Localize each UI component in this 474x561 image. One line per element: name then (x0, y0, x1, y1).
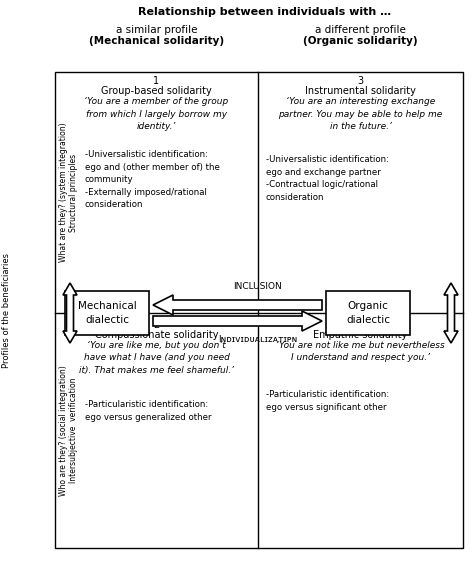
Bar (65, 291, 149, 335)
Text: ‘You are like me, but you don’t
have what I have (and you need
it). That makes m: ‘You are like me, but you don’t have wha… (79, 341, 234, 375)
Text: a different profile: a different profile (315, 25, 406, 35)
Text: (Organic solidarity): (Organic solidarity) (303, 36, 418, 46)
Text: Empathic solidarity: Empathic solidarity (313, 330, 408, 340)
Text: Relationship between individuals with …: Relationship between individuals with … (138, 7, 392, 17)
Bar (55, 72, 463, 548)
Text: ‘You are not like me but nevertheless
I understand and respect you.’: ‘You are not like me but nevertheless I … (276, 341, 445, 362)
Text: 4: 4 (357, 320, 364, 330)
Polygon shape (63, 283, 77, 343)
Text: 1: 1 (154, 76, 160, 86)
Text: a similar profile: a similar profile (116, 25, 197, 35)
Text: -Particularistic identification:
ego versus significant other: -Particularistic identification: ego ver… (266, 390, 389, 412)
Polygon shape (153, 295, 322, 315)
Text: INCLUSION: INCLUSION (234, 282, 283, 291)
Text: What are they? (system integration): What are they? (system integration) (60, 123, 69, 263)
Text: 2: 2 (154, 320, 160, 330)
Text: Compassionate solidarity: Compassionate solidarity (95, 330, 218, 340)
Text: Profiles of the beneficiaries: Profiles of the beneficiaries (2, 252, 11, 367)
Polygon shape (153, 311, 322, 331)
Text: -Particularistic identification:
ego versus generalized other: -Particularistic identification: ego ver… (85, 400, 211, 421)
Text: (Mechanical solidarity): (Mechanical solidarity) (89, 36, 224, 46)
Text: ‘You are an interesting exchange
partner. You may be able to help me
in the futu: ‘You are an interesting exchange partner… (278, 97, 443, 131)
Text: -Universalistic identification:
ego and (other member of) the
community
-Externa: -Universalistic identification: ego and … (85, 150, 220, 209)
Text: -Universalistic identification:
ego and exchange partner
-Contractual logic/rati: -Universalistic identification: ego and … (266, 155, 389, 201)
Text: Who are they? (social integration): Who are they? (social integration) (60, 365, 69, 496)
Text: Structural principles: Structural principles (70, 154, 79, 232)
Text: Mechanical
dialectic: Mechanical dialectic (78, 301, 137, 325)
Text: Intersubjective  verification: Intersubjective verification (70, 378, 79, 483)
Bar (326, 291, 410, 335)
Text: Instrumental solidarity: Instrumental solidarity (305, 86, 416, 96)
Text: 3: 3 (357, 76, 364, 86)
Text: Iɴᴅɪᴠɪᴅᴜᴀʟɪᴢᴀᴛɪᴘɴ: Iɴᴅɪᴠɪᴅᴜᴀʟɪᴢᴀᴛɪᴘɴ (219, 335, 298, 344)
Text: Organic
dialectic: Organic dialectic (346, 301, 390, 325)
Polygon shape (444, 283, 458, 343)
Text: Group-based solidarity: Group-based solidarity (101, 86, 212, 96)
Text: ‘You are a member of the group
from which I largely borrow my
identity.’: ‘You are a member of the group from whic… (84, 97, 228, 131)
